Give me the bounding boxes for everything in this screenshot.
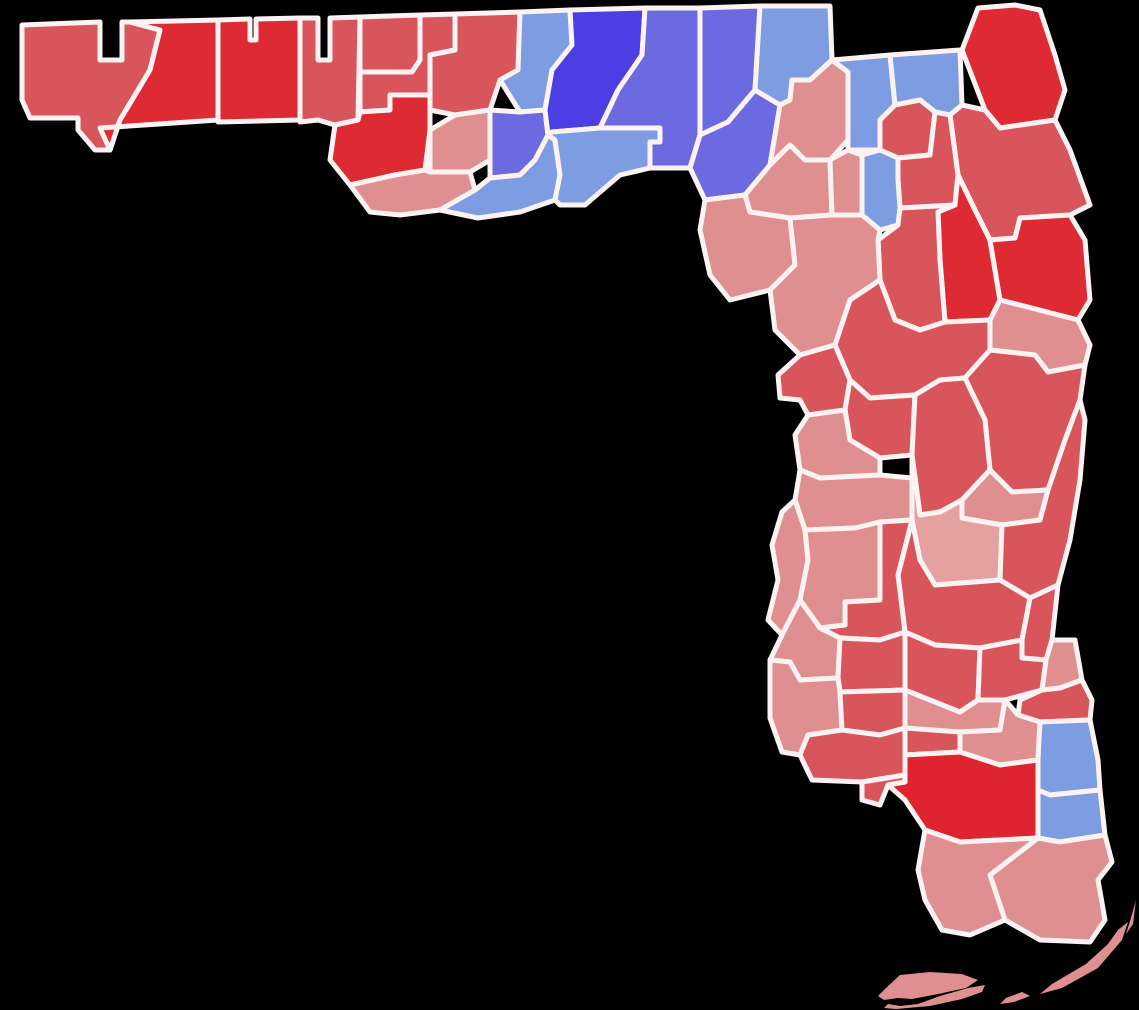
county-monroe-mainland[interactable] — [915, 827, 1041, 938]
county-charlotte[interactable] — [797, 725, 908, 785]
county-gulf[interactable] — [347, 167, 478, 218]
county-hardee[interactable] — [835, 629, 908, 695]
county-holmes[interactable] — [357, 12, 423, 75]
county-okaloosa[interactable] — [215, 15, 303, 125]
county-union[interactable] — [877, 97, 938, 161]
monroe-keys-middle[interactable] — [1000, 992, 1030, 1004]
county-gilchrist[interactable] — [827, 147, 865, 218]
county-brevard[interactable] — [997, 397, 1088, 601]
county-walton[interactable] — [297, 14, 363, 128]
monroe-keys-chain[interactable] — [1040, 922, 1128, 994]
monroe-key-west[interactable] — [878, 972, 978, 1000]
county-palm-beach[interactable] — [1035, 717, 1103, 798]
monroe-keys-lower[interactable] — [884, 985, 985, 1009]
